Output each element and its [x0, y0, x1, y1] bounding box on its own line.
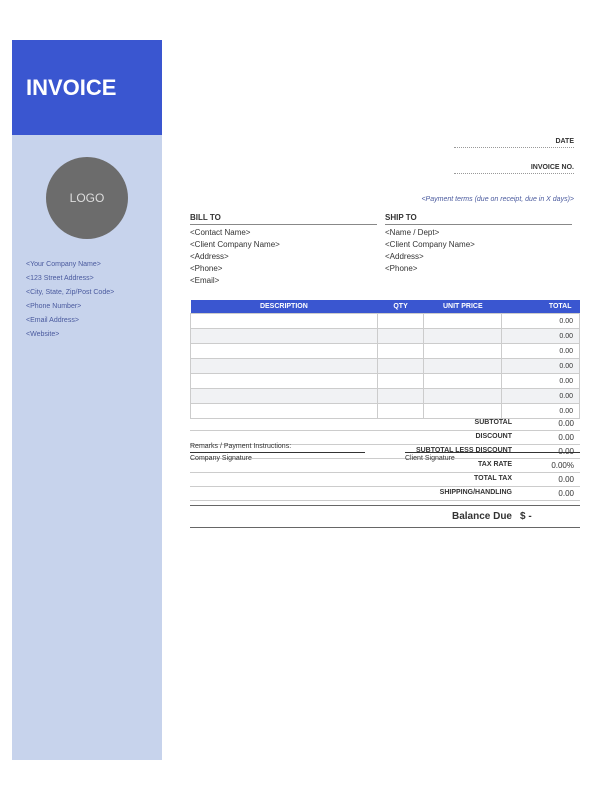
invoice-no-label: INVOICE NO.: [454, 164, 574, 171]
table-row: 0.00: [191, 374, 580, 389]
main-content: DATE INVOICE NO. <Payment terms (due on …: [190, 40, 580, 528]
table-cell: [424, 314, 502, 329]
totals-section: SUBTOTAL0.00 DISCOUNT0.00 SUBTOTAL LESS …: [190, 417, 580, 528]
table-cell: [377, 329, 424, 344]
table-cell: [424, 389, 502, 404]
table-cell: [424, 374, 502, 389]
table-cell: [191, 374, 378, 389]
table-cell: [424, 329, 502, 344]
col-description: DESCRIPTION: [191, 300, 378, 314]
shipping-label: SHIPPING/HANDLING: [380, 489, 520, 498]
table-cell: 0.00: [502, 329, 580, 344]
bill-to-client: <Client Company Name>: [190, 240, 385, 249]
bill-to-phone: <Phone>: [190, 264, 385, 273]
table-cell: 0.00: [502, 374, 580, 389]
company-city: <City, State, Zip/Post Code>: [26, 289, 148, 296]
table-cell: 0.00: [502, 389, 580, 404]
balance-due-value: $ -: [520, 511, 580, 522]
table-row: 0.00: [191, 344, 580, 359]
table-header-row: DESCRIPTION QTY UNIT PRICE TOTAL: [191, 300, 580, 314]
table-cell: [424, 359, 502, 374]
taxrate-value: 0.00%: [520, 461, 580, 470]
ship-to-column: SHIP TO <Name / Dept> <Client Company Na…: [385, 213, 580, 288]
col-total: TOTAL: [502, 300, 580, 314]
date-label: DATE: [454, 138, 574, 145]
table-row: 0.00: [191, 329, 580, 344]
bill-to-heading: BILL TO: [190, 213, 377, 225]
line-items-table: DESCRIPTION QTY UNIT PRICE TOTAL 0.000.0…: [190, 300, 580, 419]
ship-to-heading: SHIP TO: [385, 213, 572, 225]
table-row: 0.00: [191, 359, 580, 374]
table-cell: 0.00: [502, 344, 580, 359]
balance-due-label: Balance Due: [380, 511, 520, 522]
table-cell: [191, 344, 378, 359]
table-cell: 0.00: [502, 359, 580, 374]
subtotal-label: SUBTOTAL: [380, 419, 520, 428]
table-cell: [191, 359, 378, 374]
col-unit-price: UNIT PRICE: [424, 300, 502, 314]
taxrate-label: TAX RATE: [380, 461, 520, 470]
table-cell: [377, 374, 424, 389]
ship-to-phone: <Phone>: [385, 264, 580, 273]
company-info: <Your Company Name> <123 Street Address>…: [12, 239, 162, 338]
bill-to-address: <Address>: [190, 252, 385, 261]
logo-label: LOGO: [70, 191, 105, 205]
totaltax-label: TOTAL TAX: [380, 475, 520, 484]
ship-to-address: <Address>: [385, 252, 580, 261]
signatures-section: Company Signature Client Signature: [190, 452, 580, 462]
ship-to-name: <Name / Dept>: [385, 228, 580, 237]
table-row: 0.00: [191, 389, 580, 404]
table-cell: [377, 314, 424, 329]
invoice-no-field-line: [454, 173, 574, 174]
ship-to-client: <Client Company Name>: [385, 240, 580, 249]
payment-terms: <Payment terms (due on receipt, due in X…: [190, 196, 580, 203]
shipping-value: 0.00: [520, 489, 580, 498]
discount-label: DISCOUNT: [380, 433, 520, 442]
table-cell: [377, 344, 424, 359]
logo-placeholder: LOGO: [46, 157, 128, 239]
address-section: BILL TO <Contact Name> <Client Company N…: [190, 213, 580, 288]
totaltax-value: 0.00: [520, 475, 580, 484]
company-website: <Website>: [26, 331, 148, 338]
table-row: 0.00: [191, 314, 580, 329]
company-name: <Your Company Name>: [26, 261, 148, 268]
invoice-title: INVOICE: [26, 75, 116, 101]
table-cell: [424, 344, 502, 359]
table-cell: 0.00: [502, 314, 580, 329]
invoice-meta: DATE INVOICE NO.: [190, 136, 580, 188]
company-phone: <Phone Number>: [26, 303, 148, 310]
company-signature-label: Company Signature: [190, 452, 365, 462]
table-cell: [191, 314, 378, 329]
bill-to-column: BILL TO <Contact Name> <Client Company N…: [190, 213, 385, 288]
table-cell: [377, 389, 424, 404]
header-title-block: INVOICE: [12, 40, 162, 135]
bill-to-email: <Email>: [190, 276, 385, 285]
bill-to-contact: <Contact Name>: [190, 228, 385, 237]
table-cell: [191, 329, 378, 344]
table-cell: [377, 359, 424, 374]
table-cell: [191, 389, 378, 404]
col-qty: QTY: [377, 300, 424, 314]
client-signature-label: Client Signature: [405, 452, 580, 462]
company-email: <Email Address>: [26, 317, 148, 324]
subtotal-value: 0.00: [520, 419, 580, 428]
sidebar: INVOICE LOGO <Your Company Name> <123 St…: [12, 40, 162, 760]
remarks-label: Remarks / Payment Instructions:: [190, 443, 291, 450]
date-field-line: [454, 147, 574, 148]
discount-value: 0.00: [520, 433, 580, 442]
company-street: <123 Street Address>: [26, 275, 148, 282]
